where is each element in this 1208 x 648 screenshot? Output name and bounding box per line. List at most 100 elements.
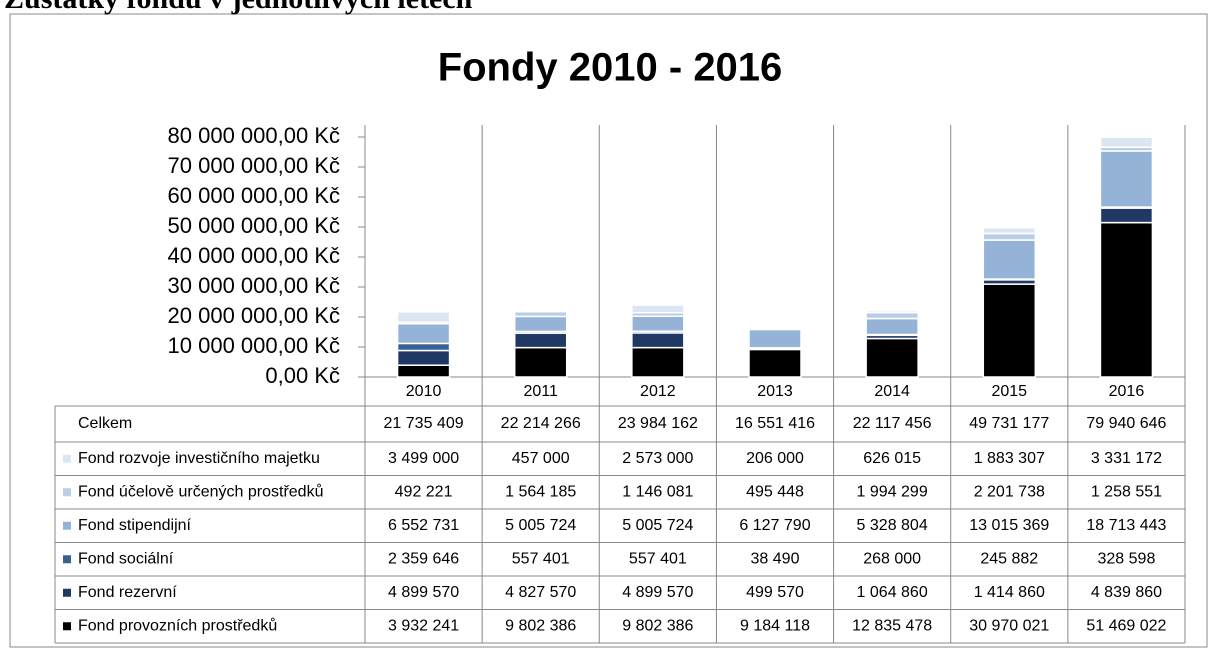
bar-segment: [748, 348, 802, 378]
table-cell: 22 214 266: [501, 415, 581, 432]
table-cell: 3 499 000: [388, 450, 459, 467]
table-cell: 206 000: [746, 450, 804, 467]
bar-segment: [396, 364, 451, 378]
table-cell: 6 552 731: [388, 517, 459, 534]
bar-segment: [396, 342, 451, 352]
table-cell: 12 835 478: [852, 617, 932, 634]
bar-segment: [865, 317, 919, 336]
legend-label: Fond provozních prostředků: [78, 616, 277, 634]
bar-segment: [396, 311, 451, 324]
page-heading: Zůstatky fondů v jednotlivých letech: [4, 0, 473, 15]
table-cell: 626 015: [863, 450, 921, 467]
table-cell: 1 414 860: [974, 584, 1045, 601]
bar-segment: [513, 315, 568, 333]
legend-key: [63, 588, 71, 597]
legend-label: Fond stipendijní: [78, 517, 192, 534]
table-cell: 557 401: [512, 550, 570, 567]
y-tick-label: 80 000 000,00 Kč: [168, 123, 340, 148]
table-cell: 1 994 299: [857, 483, 928, 500]
table-cell: 557 401: [629, 550, 687, 567]
y-tick-label: 0,00 Kč: [265, 363, 340, 388]
bar-segment: [865, 309, 919, 314]
y-tick-label: 70 000 000,00 Kč: [168, 153, 340, 178]
legend-key: [63, 622, 71, 631]
table-cell: 38 490: [751, 550, 800, 567]
table-cell: 13 015 369: [969, 517, 1049, 534]
table-cell: 4 899 570: [622, 584, 693, 601]
bar-segment: [982, 283, 1037, 378]
y-tick-label: 20 000 000,00 Kč: [168, 303, 340, 328]
x-tick-label: 2013: [757, 383, 793, 400]
bar-segment: [631, 346, 685, 378]
bar-segment: [1099, 150, 1154, 208]
bar-segment: [513, 346, 568, 378]
bar-segment: [748, 328, 802, 349]
y-tick-label: 10 000 000,00 Kč: [168, 333, 340, 358]
row-label: Celkem: [78, 415, 132, 432]
legend-key: [63, 555, 71, 564]
bar-segment: [865, 337, 919, 378]
table-cell: 2 359 646: [388, 550, 459, 567]
table-cell: 49 731 177: [969, 415, 1049, 432]
y-tick-label: 50 000 000,00 Kč: [168, 213, 340, 238]
bar-segment: [982, 227, 1037, 235]
table-cell: 16 551 416: [735, 415, 815, 432]
table-cell: 21 735 409: [384, 415, 464, 432]
table-cell: 492 221: [395, 483, 453, 500]
bar-segment: [396, 323, 451, 345]
table-cell: 4 839 860: [1091, 584, 1162, 601]
table-cell: 268 000: [863, 550, 921, 567]
x-tick-label: 2014: [874, 383, 910, 400]
table-cell: 495 448: [746, 483, 804, 500]
table-cell: 9 802 386: [622, 617, 693, 634]
bar-segment: [982, 232, 1037, 241]
x-tick-label: 2012: [640, 383, 676, 400]
legend-label: Fond rezervní: [78, 584, 177, 601]
table-cell: 457 000: [512, 450, 570, 467]
x-tick-label: 2016: [1109, 383, 1145, 400]
table-cell: 5 005 724: [505, 517, 576, 534]
y-tick-label: 60 000 000,00 Kč: [168, 183, 340, 208]
legend-label: Fond účelově určených prostředků: [78, 482, 323, 500]
table-cell: 9 802 386: [505, 617, 576, 634]
table-cell: 22 117 456: [853, 415, 932, 432]
bar-segment: [1099, 207, 1154, 224]
table-cell: 79 940 646: [1086, 415, 1166, 432]
bar-segment: [513, 309, 568, 313]
bar-segment: [1099, 136, 1154, 148]
bar-segment: [748, 326, 802, 329]
table-cell: 5 005 724: [622, 517, 693, 534]
table-cell: 51 469 022: [1086, 617, 1166, 634]
table-cell: 328 598: [1098, 550, 1156, 567]
y-tick-label: 30 000 000,00 Kč: [168, 273, 340, 298]
x-tick-label: 2015: [991, 383, 1027, 400]
bar-segment: [396, 349, 451, 366]
legend-key: [63, 488, 71, 497]
legend-key: [63, 521, 71, 530]
table-cell: 9 184 118: [740, 617, 810, 634]
table-cell: 499 570: [746, 584, 804, 601]
table-cell: 23 984 162: [618, 415, 698, 432]
x-tick-label: 2010: [406, 383, 442, 400]
bar-segment: [865, 311, 919, 320]
table-cell: 2 201 738: [974, 483, 1045, 500]
x-tick-label: 2011: [524, 383, 559, 400]
bar-segment: [631, 332, 685, 349]
bar-segment: [513, 332, 568, 349]
table-cell: 1 064 860: [857, 584, 928, 601]
table-cell: 18 713 443: [1086, 517, 1166, 534]
table-cell: 4 827 570: [505, 584, 576, 601]
table-cell: 3 331 172: [1091, 450, 1162, 467]
table-cell: 2 573 000: [622, 450, 693, 467]
legend-key: [63, 454, 71, 463]
legend-label: Fond sociální: [78, 550, 174, 567]
bar-segment: [982, 239, 1037, 280]
table-cell: 1 258 551: [1091, 483, 1162, 500]
bar-segment: [1099, 221, 1154, 378]
table-cell: 6 127 790: [739, 517, 810, 534]
table-cell: 4 899 570: [388, 584, 459, 601]
table-cell: 245 882: [980, 550, 1038, 567]
bar-segment: [631, 304, 685, 314]
y-tick-label: 40 000 000,00 Kč: [168, 243, 340, 268]
